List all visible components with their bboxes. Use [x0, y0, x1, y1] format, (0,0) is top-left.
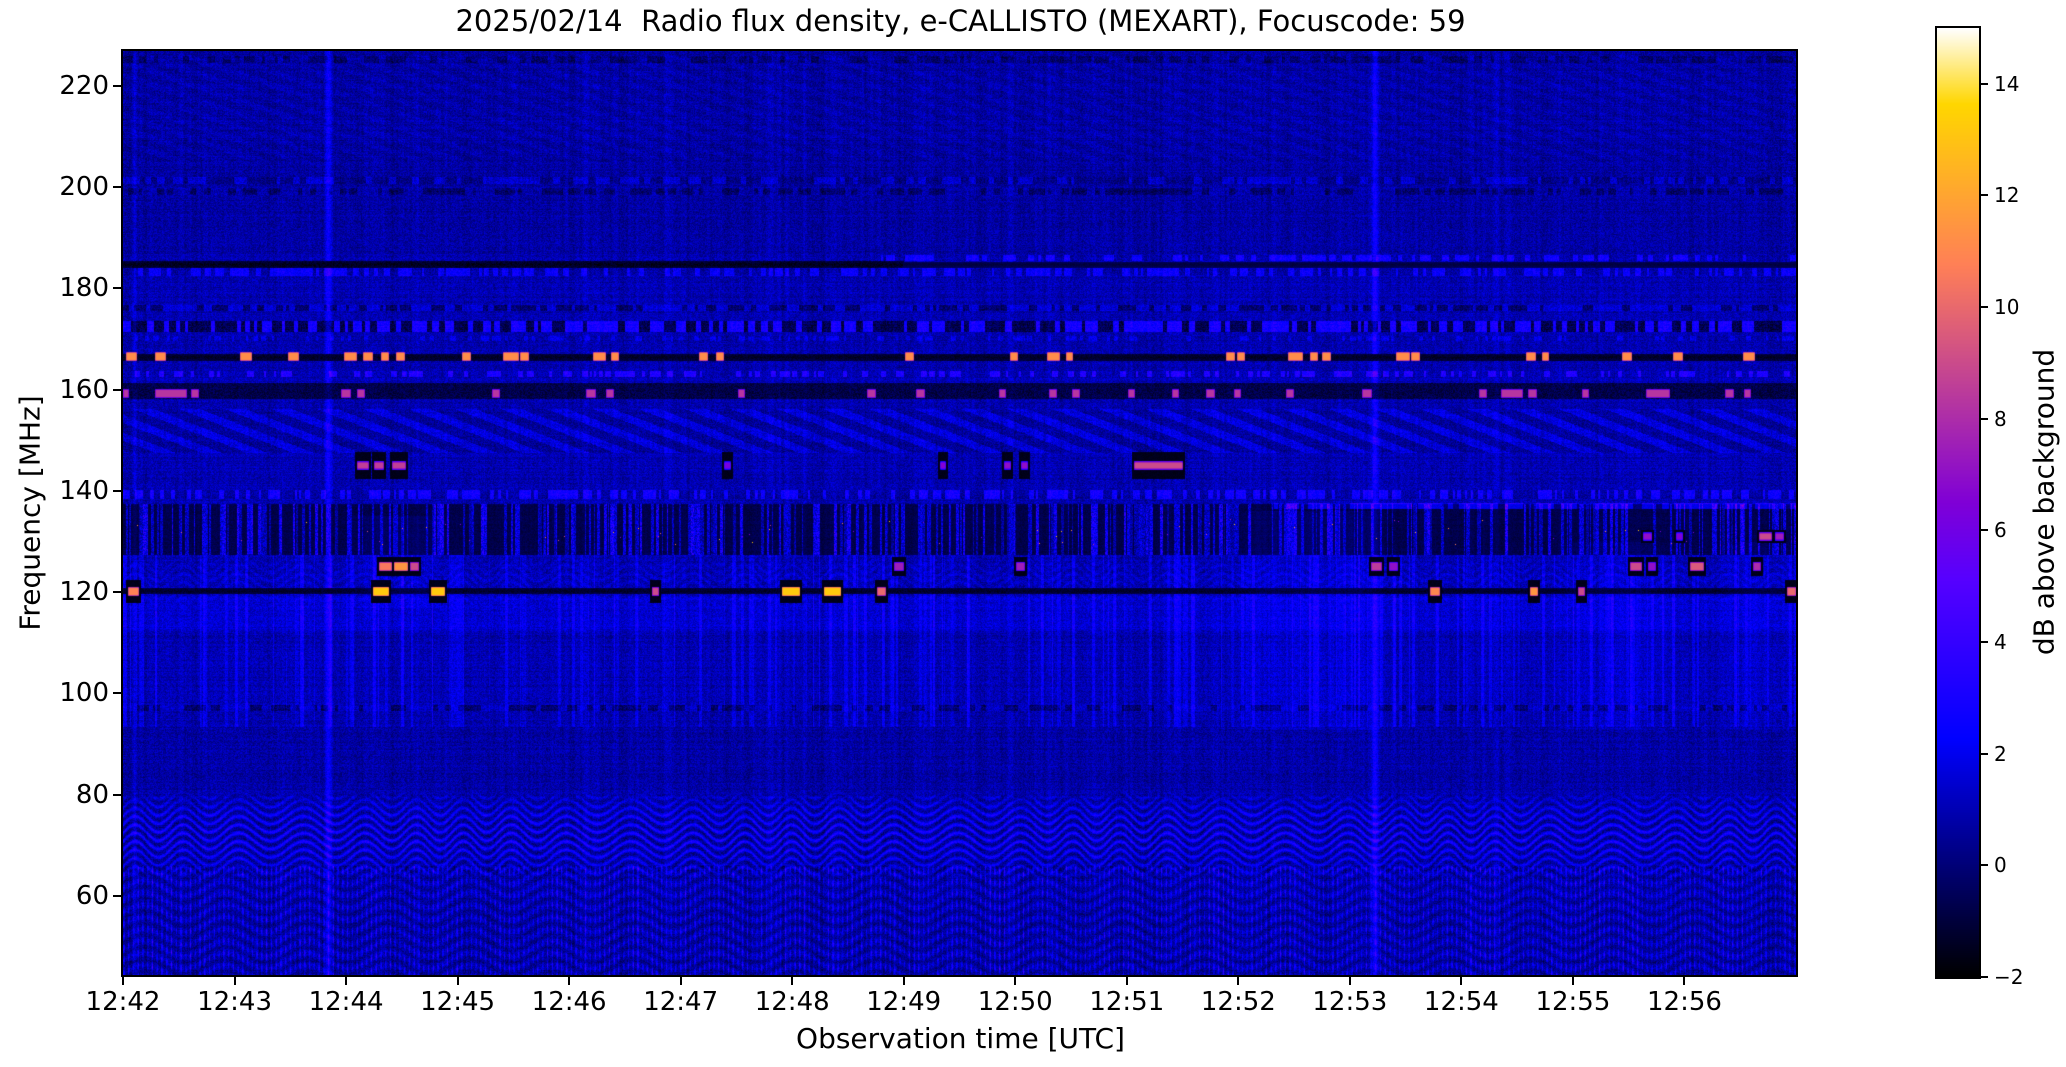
y-tick-label: 60 [75, 881, 109, 912]
colorbar-tick-mark [1981, 752, 1988, 755]
colorbar-tick-label: 4 [1994, 630, 2007, 655]
x-tick-mark [902, 977, 905, 985]
spectrogram-canvas [123, 51, 1796, 975]
y-tick-mark [113, 84, 121, 87]
y-tick-label: 120 [59, 577, 109, 608]
y-tick-label: 140 [59, 475, 109, 506]
x-tick-label: 12:52 [1200, 987, 1276, 1017]
colorbar-label: dB above background [2027, 348, 2061, 656]
colorbar-tick-label: 2 [1994, 741, 2007, 766]
x-tick-mark [1237, 977, 1240, 985]
colorbar-tick-mark [1981, 306, 1988, 309]
colorbar [1935, 26, 1981, 979]
x-tick-label: 12:42 [85, 987, 161, 1017]
x-tick-mark [568, 977, 571, 985]
x-tick-mark [1348, 977, 1351, 985]
x-tick-label: 12:55 [1535, 987, 1611, 1017]
x-tick-mark [1683, 977, 1686, 985]
y-tick-label: 100 [59, 678, 109, 709]
y-tick-mark [113, 489, 121, 492]
x-tick-label: 12:56 [1646, 987, 1722, 1017]
y-tick-label: 80 [75, 779, 109, 810]
x-tick-mark [233, 977, 236, 985]
colorbar-tick-label: 10 [1994, 295, 2020, 320]
y-tick-mark [113, 591, 121, 594]
y-tick-mark [113, 388, 121, 391]
colorbar-tick-mark [1981, 194, 1988, 197]
colorbar-tick-label: 0 [1994, 853, 2007, 878]
y-tick-label: 220 [59, 70, 109, 101]
x-tick-label: 12:50 [977, 987, 1053, 1017]
colorbar-tick-label: −2 [1994, 965, 2024, 989]
x-tick-label: 12:43 [197, 987, 272, 1017]
x-tick-mark [1571, 977, 1574, 985]
y-tick-mark [113, 287, 121, 290]
x-tick-mark [1460, 977, 1463, 985]
x-tick-label: 12:53 [1312, 987, 1388, 1017]
x-tick-label: 12:51 [1089, 987, 1165, 1017]
colorbar-tick-label: 6 [1994, 518, 2007, 543]
colorbar-tick-mark [1981, 864, 1988, 867]
x-tick-mark [122, 977, 124, 985]
colorbar-tick-label: 12 [1994, 183, 2020, 208]
y-tick-mark [113, 793, 121, 796]
x-axis-label: Observation time [UTC] [796, 1022, 1125, 1055]
x-tick-mark [456, 977, 459, 985]
colorbar-tick-mark [1981, 82, 1988, 85]
y-tick-mark [113, 895, 121, 898]
x-tick-label: 12:54 [1423, 987, 1499, 1017]
x-tick-label: 12:46 [531, 987, 607, 1017]
x-tick-mark [345, 977, 348, 985]
y-tick-label: 160 [59, 374, 109, 405]
y-tick-label: 200 [59, 172, 109, 203]
x-tick-label: 12:44 [308, 987, 384, 1017]
x-tick-label: 12:45 [420, 987, 496, 1017]
x-tick-mark [791, 977, 794, 985]
colorbar-tick-mark [1981, 529, 1988, 532]
colorbar-tick-label: 14 [1994, 71, 2020, 96]
y-tick-label: 180 [59, 273, 109, 304]
colorbar-canvas [1937, 28, 1979, 977]
plot-title: 2025/02/14 Radio flux density, e-CALLIST… [455, 4, 1466, 38]
x-tick-label: 12:48 [754, 987, 830, 1017]
x-tick-mark [679, 977, 682, 985]
colorbar-tick-label: 8 [1994, 406, 2007, 431]
plot-area [121, 49, 1798, 977]
x-tick-label: 12:47 [643, 987, 719, 1017]
y-tick-mark [113, 692, 121, 695]
x-tick-label: 12:49 [866, 987, 942, 1017]
x-tick-mark [1014, 977, 1017, 985]
colorbar-tick-mark [1981, 641, 1988, 644]
colorbar-tick-mark [1981, 976, 1988, 978]
y-tick-mark [113, 186, 121, 189]
colorbar-tick-mark [1981, 417, 1988, 420]
x-tick-mark [1125, 977, 1128, 985]
